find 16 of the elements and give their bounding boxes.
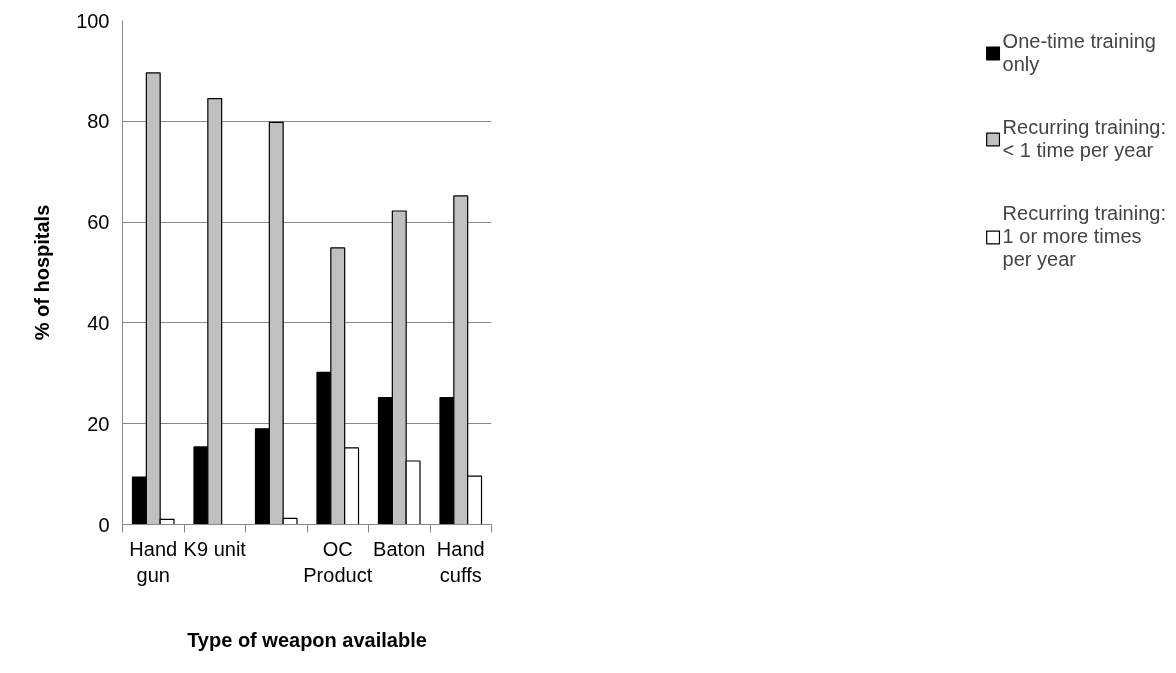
y-tick-label: 40: [87, 311, 110, 334]
y-tick-label: 20: [87, 412, 110, 435]
legend-label: Recurring training: < 1 time per year: [1002, 116, 1166, 162]
y-tick-label: 0: [98, 513, 110, 536]
x-axis-title: Type of weapon available: [187, 628, 427, 651]
x-tick-label: K9 unit: [183, 537, 247, 560]
y-tick-label: 80: [87, 110, 110, 133]
legend-label: Recurring training: 1 or more times per year: [1002, 202, 1166, 271]
y-axis-title: % of hospitals: [31, 204, 54, 341]
y-tick-label: 100: [76, 9, 110, 32]
x-tick-label: OC Product: [303, 537, 373, 586]
x-tick-label: Hand gun: [129, 537, 178, 586]
y-tick-label: 60: [87, 211, 110, 234]
legend-label: One-time training only: [1002, 30, 1156, 76]
x-tick-label: Baton: [373, 537, 426, 560]
x-tick-label: Hand cuffs: [436, 537, 485, 586]
